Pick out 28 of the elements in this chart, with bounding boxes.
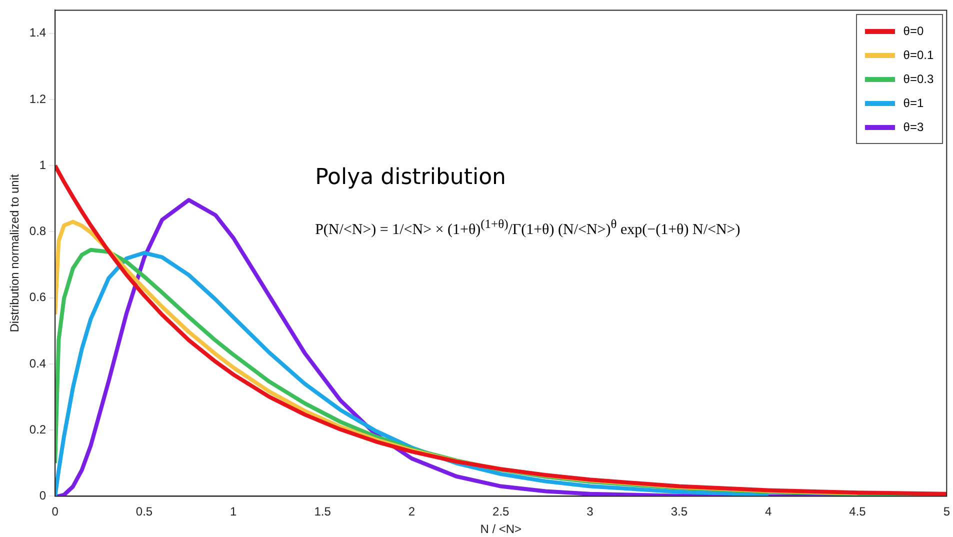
legend-label: θ=1 — [903, 96, 924, 110]
x-tick-label: 0.5 — [136, 504, 153, 519]
y-tick-label: 1.4 — [29, 26, 46, 40]
y-tick-label: 0 — [39, 488, 46, 503]
x-tick-label: 0 — [52, 504, 59, 519]
y-tick-label: 1 — [39, 158, 46, 172]
legend-label: θ=0 — [903, 24, 924, 38]
legend-label: θ=0.1 — [903, 48, 934, 62]
x-tick-label: 1.5 — [314, 504, 332, 519]
x-tick-label: 3 — [586, 504, 594, 519]
legend-label: θ=3 — [903, 120, 924, 134]
y-axis-title: Distribution normalized to unit — [8, 174, 22, 332]
x-tick-label: 1 — [230, 504, 238, 519]
x-tick-label: 4.5 — [849, 504, 866, 519]
y-tick-label: 0.2 — [29, 422, 46, 436]
y-tick-label: 0.8 — [29, 224, 46, 238]
y-tick-label: 0.6 — [29, 290, 46, 304]
x-axis-title: N / <N> — [480, 522, 522, 536]
y-tick-label: 0.4 — [29, 356, 46, 370]
x-tick-label: 3.5 — [670, 504, 688, 519]
annotation: P(N/<N>) = 1/<N> × (1+θ)$^{(1+θ)}$/Γ(1+θ) (N/<N>)$^{θ}$ exp(−(1+θ) N/<N>) — [315, 217, 740, 240]
x-tick-label: 2.5 — [492, 504, 510, 519]
legend-label: θ=0.3 — [903, 72, 934, 86]
x-tick-label: 5 — [943, 504, 950, 519]
y-tick-label: 1.2 — [29, 92, 46, 106]
x-tick-label: 4 — [765, 504, 772, 519]
annotation: Polya distribution — [315, 165, 506, 190]
x-tick-label: 2 — [408, 504, 416, 519]
